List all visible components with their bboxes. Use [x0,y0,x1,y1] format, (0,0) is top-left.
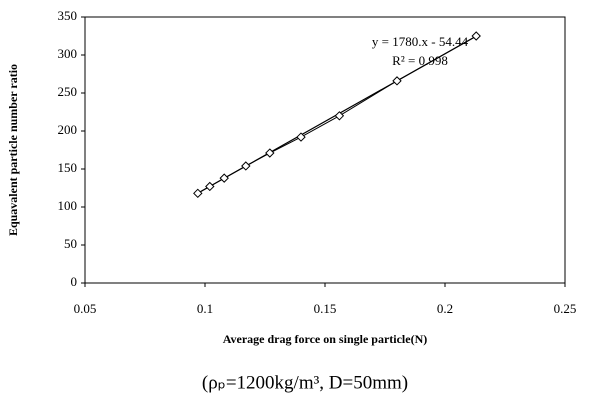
y-tick-label: 300 [58,46,78,61]
marker [265,148,275,158]
marker [334,111,345,121]
trend-r2: R² = 0.998 [392,53,448,68]
marker [193,188,203,199]
marker [205,181,215,192]
x-axis-title: Average drag force on single particle(N) [223,332,428,346]
y-tick-label: 250 [58,84,78,99]
y-tick-label: 200 [58,122,78,137]
x-tick-label: 0.05 [74,301,97,316]
x-tick-label: 0.2 [437,301,453,316]
marker [392,76,402,86]
y-tick-label: 0 [71,274,78,289]
y-tick-label: 100 [58,198,78,213]
x-tick-label: 0.15 [314,301,337,316]
marker [296,132,306,142]
marker [219,173,229,183]
y-tick-label: 50 [64,236,77,251]
caption: (ρₚ=1200kg/m³, D=50mm) [202,372,408,393]
x-tick-label: 0.25 [554,301,577,316]
y-tick-label: 150 [58,160,78,175]
plot-frame [84,16,566,284]
y-axis-title: Equavalent particle number ratio [6,64,20,236]
y-tick-label: 350 [58,8,78,23]
x-tick-label: 0.1 [197,301,213,316]
marker [241,161,251,171]
trend-equation: y = 1780.x - 54.44 [372,34,469,49]
marker [471,31,481,41]
